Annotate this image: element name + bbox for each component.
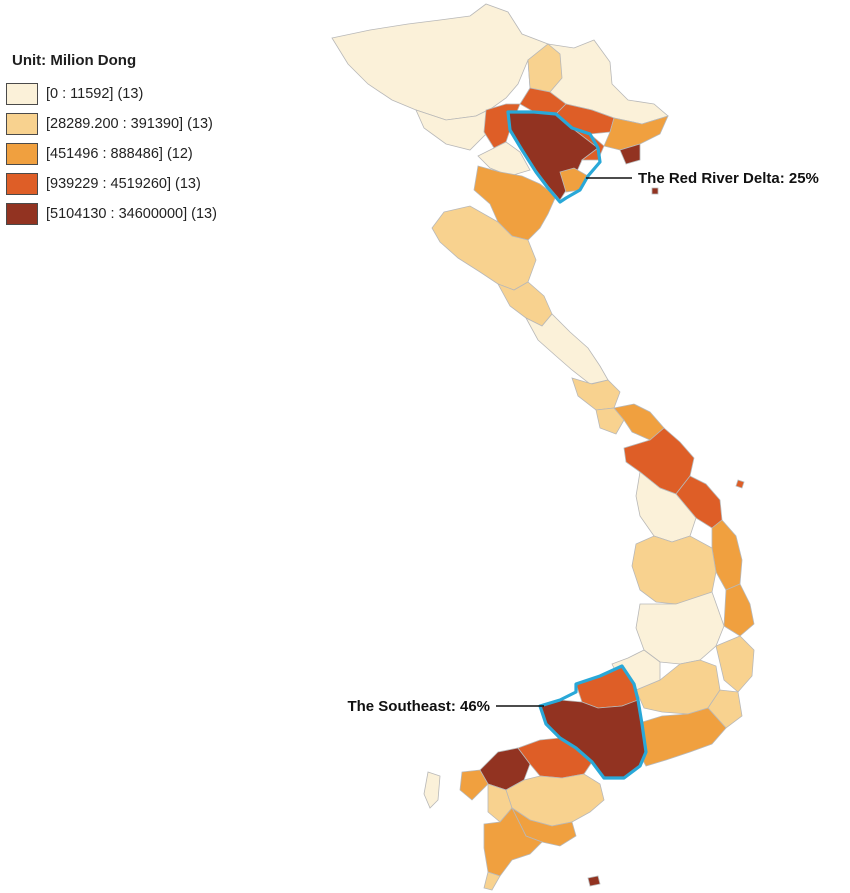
legend-label-class-1: [0 : 11592] (13) [46,86,144,102]
province-khanh-hoa [715,635,755,693]
province-ha-tinh [497,281,553,327]
province-ca-mau-tip [483,871,501,891]
legend-item-class-5: [5104130 : 34600000] (13) [6,199,306,229]
province-quang-ninh-coast [619,143,641,165]
legend-swatch-class-4 [6,173,38,195]
legend-label-class-3: [451496 : 888486] (12) [46,146,193,162]
legend-item-class-1: [0 : 11592] (13) [6,79,306,109]
island-con-dao [587,875,601,887]
island-ly-son [735,479,745,489]
southeast-outline [538,664,648,780]
province-dak-lak [635,591,725,665]
province-thanh-hoa [473,165,557,241]
southeast-label: The Southeast: 46% [347,698,490,715]
province-hoa-binh [477,141,531,177]
legend-item-class-3: [451496 : 888486] (12) [6,139,306,169]
island-phu-quoc [423,771,441,809]
province-layer [331,3,755,891]
province-binh-thuan [635,707,727,767]
province-quang-tri [571,377,621,411]
province-mekong-1 [459,769,489,801]
island-cat-ba [651,187,659,195]
legend-title: Unit: Milion Dong [12,52,137,69]
red-river-delta-outline [506,110,602,204]
province-ca-mau-region [483,807,543,877]
province-quang-binh [525,313,609,385]
province-hue [595,407,625,435]
province-gia-lai [631,535,717,605]
red-river-delta-label: The Red River Delta: 25% [638,170,819,187]
legend-swatch-class-5 [6,203,38,225]
legend-label-class-4: [939229 : 4519260] (13) [46,176,201,192]
legend-item-class-4: [939229 : 4519260] (13) [6,169,306,199]
province-phu-yen [723,583,755,637]
legend-swatch-class-3 [6,143,38,165]
province-binh-dinh [711,519,743,591]
province-quang-ngai [675,475,723,529]
map-legend: Unit: Milion Dong [0 : 11592] (13) [2828… [6,52,306,229]
legend-label-class-2: [28289.200 : 391390] (13) [46,116,213,132]
legend-item-class-2: [28289.200 : 391390] (13) [6,109,306,139]
legend-swatch-class-2 [6,113,38,135]
legend-swatch-class-1 [6,83,38,105]
legend-label-class-5: [5104130 : 34600000] (13) [46,206,217,222]
